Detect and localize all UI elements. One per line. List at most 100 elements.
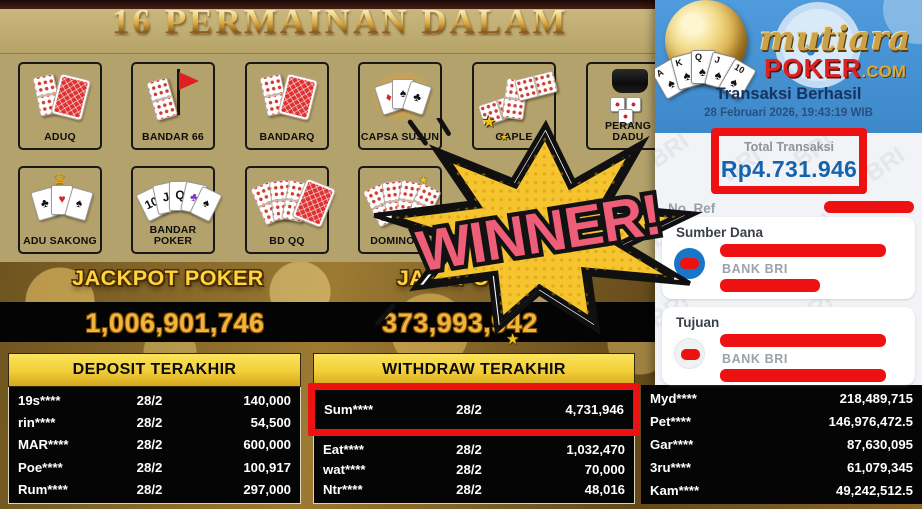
clock-check-icon [775,2,861,88]
die-icon [610,97,625,112]
table-row: Pet**** 146,976,472.5 [650,414,913,429]
table-row: Eat**** 28/2 1,032,470 [323,441,625,457]
transactions-table-1: WITHDRAW TERAKHIR Sum**** 28/2 4,731,946… [308,353,640,504]
card-back [277,72,319,122]
bank-receipt-panel: A♠K♠Q♠J♠10♠ mutiara POKER.COM Transaksi … [655,0,922,385]
total-value: Rp4.731.946 [720,155,858,182]
bank-name: BANK BRI [722,262,788,276]
table-row: MAR**** 28/2 600,000 [18,437,291,453]
jackpot-poker-value: 1,006,901,746 [85,308,265,338]
royal-flush-icon: 10 J Q ♣ ♠ [133,173,223,229]
jackpot-poker-label: JACKPOT POKER [72,266,264,290]
redaction-bar [720,279,820,292]
section-title: Tujuan [676,315,720,330]
brand-script: mutiara [759,19,911,59]
game-label: BANDAR POKER [149,223,197,248]
game-tile-bandar-66[interactable]: BANDAR 66 [131,62,215,150]
die-icon [618,109,633,124]
dice-cup-icon [588,69,655,125]
total-highlight-box: Total Transaksi Rp4.731.946 [711,128,867,194]
redaction-bar [720,244,886,257]
brand-tld: .COM [861,61,906,81]
game-tile-bd-qq[interactable]: BD QQ [245,166,337,254]
transaction-datetime: 28 Februari 2026, 19:43:19 WIB [704,107,873,119]
total-label: Total Transaksi [743,140,835,154]
redaction-bar [824,201,914,213]
domino-tile [145,76,179,122]
withdraw-highlight-box: Sum**** 28/2 4,731,946 [308,383,640,436]
transactions-table-2: Myd**** 218,489,715 Pet**** 146,976,472.… [641,385,922,504]
game-label: ADUQ [44,131,76,144]
redaction-bar [720,334,886,347]
domino-card-icon [247,69,327,125]
winner-burst: WINNER! [373,118,703,335]
games-promo-area: 16 PERMAINAN DALAM ADUQ BANDAR 66 BANDAR… [0,0,655,348]
game-label: ADU SAKONG [23,235,97,248]
game-label: DOMINO 99 [370,235,430,248]
table-row: Ntr**** 28/2 48,016 [323,482,625,498]
game-tile-bandarq[interactable]: BANDARQ [245,62,329,150]
brand-word: POKER [764,52,862,83]
redaction-bar [680,258,699,269]
game-tile-aduq[interactable]: ADUQ [18,62,102,150]
card-back [50,72,92,122]
bank-icon [674,338,705,369]
table-row: Gar**** 87,630,095 [650,437,913,452]
table-row: Rum**** 28/2 297,000 [18,482,291,498]
transactions-table-0: DEPOSIT TERAKHIR 19s**** 28/2 140,000 ri… [8,353,301,504]
game-tile-capsa-susun[interactable]: ♦ ♠ ♣ CAPSA SUSUN [358,62,442,150]
source-bank-card: Sumber Dana BANK BRI [662,217,915,299]
page-title: 16 PERMAINAN DALAM [112,2,569,41]
game-label: BANDARQ [259,131,315,144]
redaction-bar [720,369,886,382]
cards-fan-icon: A ♠ K ♠ Q ♠ J ♠ 10 ♠ [655,46,777,116]
domino-flag-icon [133,69,213,125]
top-strip [0,0,655,9]
transaction-status: Transaksi Berhasil [715,85,862,103]
table-row: Sum**** 28/2 4,731,946 [324,402,624,417]
domino-fan-icon: ★ [360,173,442,229]
table-body: Myd**** 218,489,715 Pet**** 146,976,472.… [641,385,922,504]
table-row: 3ru**** 61,079,345 [650,460,913,475]
section-title: Sumber Dana [676,225,764,240]
destination-bank-card: Tujuan BANK BRI [662,307,915,385]
table-header: DEPOSIT TERAKHIR [8,353,301,387]
star-decoration-icon: ★ [482,114,497,131]
table-row: 19s**** 28/2 140,000 [18,392,291,408]
game-label: CAPSA SUSUN [360,131,440,144]
table-header: WITHDRAW TERAKHIR [313,353,635,387]
table-row: Poe**** 28/2 100,917 [18,459,291,475]
die-icon [626,97,641,112]
game-tile-bandar-poker[interactable]: 10 J Q ♣ ♠ BANDAR POKER [131,166,223,254]
mutiarapoker-logo: mutiara POKER.COM [751,19,919,83]
table-body: 19s**** 28/2 140,000 rin**** 28/2 54,500… [8,387,301,504]
game-label: BANDAR 66 [142,131,204,144]
receipt-body: BRIBRIBRIBRIBRIBRIBRIBRIBRIBRIBRIBRI Tot… [655,128,922,385]
game-tile-perang-dadu[interactable]: PERANG DADU [586,62,655,150]
game-label: BD QQ [269,235,305,248]
table-row: rin**** 28/2 54,500 [18,415,291,431]
domino-card-icon [20,69,100,125]
burst-halftone [392,136,678,320]
star-decoration-icon: ★ [500,132,509,142]
table-row: Kam**** 49,242,512.5 [650,483,913,498]
table-row: Myd**** 218,489,715 [650,391,913,406]
bri-bank-icon [674,248,705,279]
cards-crown-icon: ♛ ♣ ♥ ♠ [20,171,100,229]
domino-tile [513,70,559,102]
receipt-header: A♠K♠Q♠J♠10♠ mutiara POKER.COM Transaksi … [655,0,922,133]
cards-glow-icon: ♦ ♠ ♣ [360,69,440,125]
game-tile-gaple[interactable]: GAPLE [472,62,559,150]
domino-fan-card-icon [247,173,337,229]
title-band [0,9,655,54]
table-body: Sum**** 28/2 4,731,946 Eat**** 28/2 1,03… [308,383,640,504]
game-label: GAPLE [495,131,533,144]
jackpot-values-bar: 1,006,901,746 373,993,942 [0,302,655,342]
game-label: PERANG DADU [604,119,652,144]
table-row: wat**** 28/2 70,000 [323,461,625,477]
redaction-bar [681,349,700,360]
star-decoration-icon: ★ [506,331,520,348]
game-tile-adu-sakong[interactable]: ♛ ♣ ♥ ♠ ADU SAKONG [18,166,102,254]
bank-name: BANK BRI [722,352,788,366]
